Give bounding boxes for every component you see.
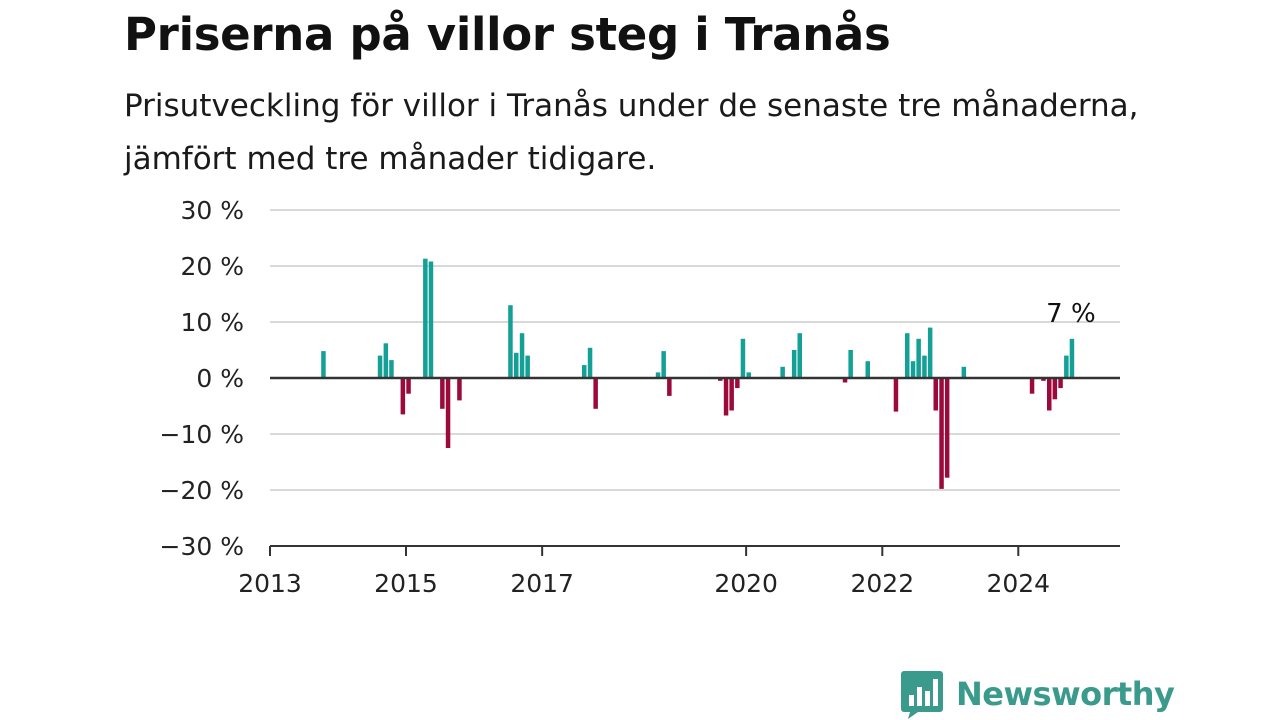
bar-positive [321,351,326,378]
y-tick-label: −30 % [160,532,244,561]
y-tick-label: 0 % [196,364,244,393]
bar-positive [910,361,916,378]
bar-negative [842,378,848,383]
bar-positive [905,333,910,378]
axes [269,376,1120,556]
bar-positive [848,350,853,378]
bar-negative [1029,378,1035,394]
bar-negative [735,378,740,389]
bar-positive [655,372,661,378]
bar-negative [1047,378,1052,411]
bar-positive [916,338,921,378]
x-axis-labels: 2013 2015 2017 2020 2022 2024 [238,569,1050,598]
y-tick-label: −20 % [160,476,244,505]
bar-positive [428,261,434,378]
bar-negative [593,378,598,409]
bar-negative [440,378,445,409]
bar-positive [927,327,933,378]
bar-positive [508,305,513,378]
bars [321,258,1075,489]
y-tick-label: 20 % [180,252,244,281]
bar-positive [661,351,666,378]
bar-positive [746,372,751,378]
bar-positive [961,366,967,378]
bar-positive [922,355,927,378]
bar-positive [525,355,530,378]
brand-name: Newsworthy [956,675,1175,713]
x-tick-label: 2015 [374,569,438,598]
bar-positive [519,333,525,378]
x-tick-label: 2024 [986,569,1050,598]
bar-positive [865,361,870,378]
bar-negative [1058,378,1063,389]
bar-negative [406,378,411,394]
bar-positive [797,333,802,378]
bar-negative [445,378,451,448]
bar-positive [514,352,519,378]
bar-negative [933,378,938,411]
bar-positive [1064,355,1069,378]
brand: Newsworthy [900,668,1175,720]
bar-negative [457,378,462,401]
bar-negative [893,378,899,412]
y-axis-labels: 30 % 20 % 10 % 0 % −10 % −20 % −30 % [160,196,244,561]
x-tick-label: 2020 [714,569,778,598]
bar-positive [423,258,428,378]
bar-chart: 30 %20 %10 %0 %−10 %−20 %−30 % 2013 2015 2… [160,196,1120,598]
bar-negative [944,378,950,478]
x-tick-label: 2017 [510,569,574,598]
bar-negative [1041,378,1046,381]
last-value-label: 7 % [1046,299,1096,329]
y-tick-label: 30 % [180,196,244,225]
bar-negative [729,378,734,411]
bar-positive [383,343,389,378]
bar-negative [718,378,723,381]
bar-negative [939,378,944,489]
y-tick-label: −10 % [160,420,244,449]
bar-negative [667,378,672,396]
bar-positive [582,365,587,378]
bar-positive [791,350,797,378]
x-tick-label: 2013 [238,569,302,598]
bar-positive [780,366,785,378]
bar-negative [400,378,406,415]
bar-positive [740,338,746,378]
bar-negative [1052,378,1058,400]
newsworthy-logo-icon [901,671,943,719]
x-tick-label: 2022 [850,569,914,598]
y-tick-label: 10 % [180,308,244,337]
chart-subtitle: Prisutveckling för villor i Tranås under… [124,88,1139,177]
bar-negative [723,378,729,416]
chart-title: Priserna på villor steg i Tranås [124,8,891,61]
bar-positive [389,360,394,378]
bar-positive [1069,338,1075,378]
bar-positive [377,355,383,378]
bar-positive [587,347,593,378]
